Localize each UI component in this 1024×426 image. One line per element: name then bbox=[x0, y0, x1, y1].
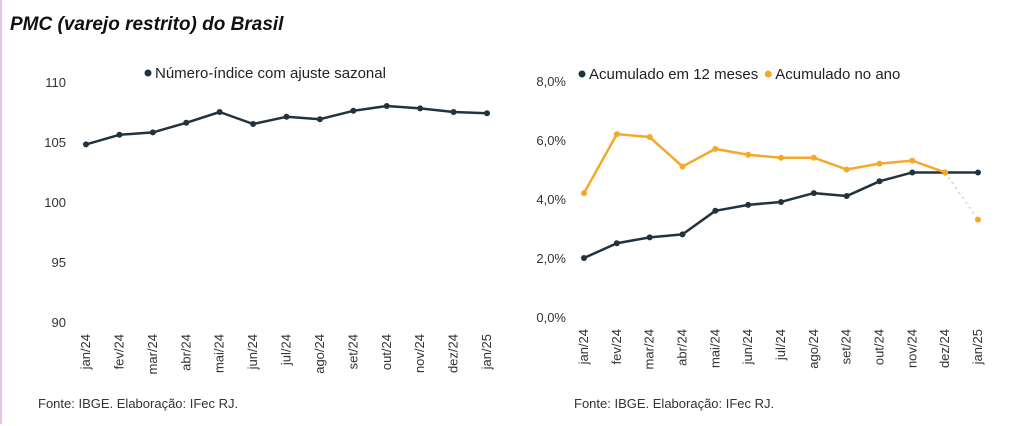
right-series-1-point bbox=[679, 163, 686, 170]
left-series-0-point bbox=[83, 141, 89, 148]
right-series-1-point bbox=[876, 160, 883, 167]
right-x-tick-label: jan/25 bbox=[970, 329, 985, 365]
right-series-0-point bbox=[975, 169, 981, 176]
left-chart-source: Fonte: IBGE. Elaboração: IFec RJ. bbox=[38, 396, 239, 411]
right-series-1-point bbox=[712, 145, 719, 152]
right-series-1-point bbox=[581, 190, 587, 197]
right-series-1-line bbox=[582, 132, 946, 194]
right-series-0-point bbox=[581, 255, 587, 261]
right-y-tick-label: 8,0% bbox=[536, 74, 566, 89]
left-x-tick-label: jan/24 bbox=[78, 334, 93, 370]
right-y-tick-label: 4,0% bbox=[536, 192, 566, 207]
left-y-tick-label: 105 bbox=[44, 135, 66, 150]
left-series-0-point bbox=[383, 103, 390, 109]
left-x-tick-label: jul/24 bbox=[279, 334, 294, 366]
left-x-tick-label: fev/24 bbox=[111, 334, 126, 369]
right-series-1-point bbox=[646, 134, 653, 141]
left-series-0-point bbox=[149, 129, 156, 136]
left-series-0-point bbox=[316, 116, 323, 123]
right-series-1-point bbox=[843, 166, 850, 173]
left-series-0-point bbox=[116, 131, 123, 138]
right-legend-marker-1 bbox=[764, 70, 772, 78]
right-series-0-point bbox=[646, 234, 653, 241]
left-x-tick-label: out/24 bbox=[379, 334, 394, 370]
left-x-tick-label: set/24 bbox=[345, 334, 360, 369]
left-y-tick-label: 95 bbox=[52, 255, 66, 270]
right-x-tick-label: dez/24 bbox=[937, 329, 952, 368]
right-series-1-point bbox=[975, 216, 981, 223]
left-y-tick-label: 90 bbox=[52, 315, 66, 330]
right-x-tick-label: ago/24 bbox=[806, 329, 821, 369]
left-legend-marker-0 bbox=[144, 69, 152, 77]
right-x-tick-label: jun/24 bbox=[740, 329, 755, 365]
right-chart-source: Fonte: IBGE. Elaboração: IFec RJ. bbox=[574, 396, 775, 411]
right-legend-label-1: Acumulado no ano bbox=[775, 66, 900, 83]
right-series-1-dotted-segment bbox=[944, 171, 979, 221]
right-x-tick-label: jan/24 bbox=[576, 329, 591, 365]
right-y-tick-label: 0,0% bbox=[536, 310, 566, 325]
right-x-tick-label: mar/24 bbox=[642, 329, 657, 369]
left-series-0-point bbox=[417, 105, 424, 112]
right-series-0-point bbox=[909, 169, 916, 176]
right-y-tick-label: 6,0% bbox=[536, 133, 566, 148]
left-x-tick-label: abr/24 bbox=[178, 334, 193, 371]
right-series-0-point bbox=[810, 190, 817, 197]
left-x-tick-label: ago/24 bbox=[312, 334, 327, 374]
right-x-tick-label: mai/24 bbox=[707, 329, 722, 368]
left-series-0-line bbox=[85, 104, 488, 146]
right-series-1-point bbox=[942, 169, 949, 176]
left-x-tick-label: nov/24 bbox=[412, 334, 427, 373]
right-legend-label-0: Acumulado em 12 meses bbox=[589, 66, 758, 83]
right-series-1-point bbox=[909, 157, 916, 164]
left-series-0-point bbox=[484, 110, 490, 117]
left-series-0-point bbox=[350, 107, 357, 114]
page-title: PMC (varejo restrito) do Brasil bbox=[10, 14, 284, 35]
left-x-tick-label: mai/24 bbox=[212, 334, 227, 373]
right-x-tick-label: set/24 bbox=[839, 329, 854, 364]
left-x-tick-label: jun/24 bbox=[245, 334, 260, 370]
right-legend-marker-0 bbox=[578, 70, 586, 78]
right-x-tick-label: jul/24 bbox=[773, 329, 788, 361]
left-legend-label-0: Número-índice com ajuste sazonal bbox=[155, 65, 386, 82]
right-series-1-point bbox=[810, 154, 817, 161]
right-series-0-point bbox=[613, 240, 620, 247]
right-series-0-point bbox=[876, 178, 883, 185]
left-y-tick-label: 100 bbox=[44, 195, 66, 210]
left-series-0-point bbox=[216, 109, 223, 115]
right-series-0-point bbox=[843, 193, 850, 200]
right-series-0-point bbox=[712, 207, 719, 214]
right-series-1-point bbox=[778, 154, 784, 161]
right-series-1-point bbox=[745, 151, 752, 158]
left-x-tick-label: dez/24 bbox=[446, 334, 461, 373]
right-series-0-point bbox=[778, 198, 784, 205]
right-x-tick-label: nov/24 bbox=[904, 329, 919, 368]
right-x-tick-label: fev/24 bbox=[609, 329, 624, 364]
left-y-tick-label: 110 bbox=[45, 75, 66, 90]
right-series-0-point bbox=[745, 201, 752, 208]
right-y-tick-label: 2,0% bbox=[536, 251, 566, 266]
right-series-0-point bbox=[679, 231, 686, 238]
left-x-tick-label: jan/25 bbox=[479, 334, 494, 370]
right-series-0-line bbox=[583, 171, 978, 260]
right-series-1-point bbox=[613, 131, 620, 138]
left-series-0-point bbox=[183, 119, 190, 126]
left-series-0-point bbox=[250, 121, 257, 127]
left-x-tick-label: mar/24 bbox=[145, 334, 160, 374]
left-series-0-point bbox=[450, 109, 457, 115]
left-series-0-point bbox=[283, 113, 290, 120]
right-x-tick-label: out/24 bbox=[872, 329, 887, 365]
right-x-tick-label: abr/24 bbox=[675, 329, 690, 366]
